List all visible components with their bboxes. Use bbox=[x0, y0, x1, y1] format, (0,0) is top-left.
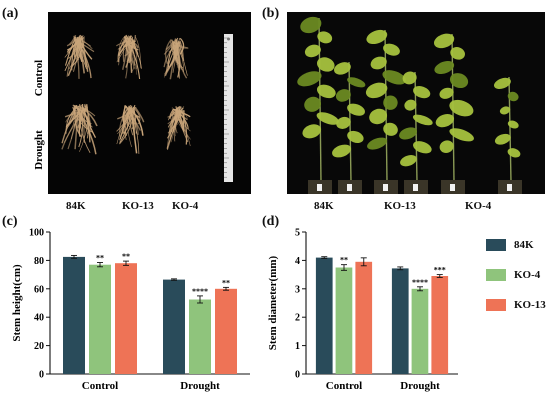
panel-a-letter: (a) bbox=[2, 6, 19, 21]
pot-tag bbox=[450, 184, 455, 191]
root-clump bbox=[166, 105, 191, 150]
significance-mark: **** bbox=[412, 278, 428, 287]
bar-ko-13-control bbox=[355, 261, 373, 374]
y-tick-label: 20 bbox=[34, 341, 44, 352]
panel-b-letter: (b) bbox=[262, 6, 280, 21]
root-photo bbox=[48, 12, 251, 194]
pot-tag bbox=[317, 184, 322, 191]
bar-ko-13-drought bbox=[215, 288, 237, 374]
root-clump bbox=[116, 104, 145, 154]
photo-background bbox=[48, 12, 251, 194]
y-axis-label: Stem diameter(mm) bbox=[267, 255, 279, 350]
caption-b-84k: 84K bbox=[314, 200, 334, 212]
caption-b-ko13: KO-13 bbox=[384, 200, 416, 212]
ruler bbox=[224, 34, 233, 182]
seedling bbox=[297, 16, 339, 194]
legend-entry: KO-4 bbox=[486, 266, 550, 284]
y-tick-label: 0 bbox=[39, 370, 44, 381]
bar-84k-control bbox=[315, 257, 333, 374]
caption-a-ko4: KO-4 bbox=[172, 200, 199, 212]
root-photo-illustration bbox=[48, 12, 251, 194]
y-tick-label: 1 bbox=[295, 341, 300, 352]
y-tick-label: 40 bbox=[34, 313, 44, 324]
row-label-control: Control bbox=[33, 60, 45, 96]
legend-swatch bbox=[486, 299, 506, 311]
legend-label: 84K bbox=[514, 239, 534, 251]
caption-a-ko13: KO-13 bbox=[122, 200, 154, 212]
panel-c-letter: (c) bbox=[2, 214, 18, 229]
y-tick-label: 3 bbox=[295, 284, 300, 295]
bar-ko-4-drought bbox=[411, 288, 429, 374]
caption-b-ko4: KO-4 bbox=[465, 200, 492, 212]
legend-entry: 84K bbox=[486, 236, 550, 254]
category-label-drought: Drought bbox=[400, 380, 440, 392]
seedling-photo bbox=[287, 12, 545, 194]
pot-tag bbox=[347, 184, 352, 191]
seedling bbox=[433, 33, 474, 194]
legend-label: KO-4 bbox=[514, 269, 541, 281]
y-axis-label: Stem height(cm) bbox=[11, 264, 23, 342]
y-tick-label: 0 bbox=[295, 370, 300, 381]
caption-a-84k: 84K bbox=[66, 200, 86, 212]
y-tick-label: 4 bbox=[295, 256, 300, 267]
bar-ko-13-control bbox=[115, 263, 137, 374]
seedling bbox=[332, 61, 366, 194]
y-tick-label: 5 bbox=[295, 228, 300, 239]
legend-swatch bbox=[486, 239, 506, 251]
bar-ko-4-control bbox=[335, 267, 353, 374]
category-label-control: Control bbox=[82, 380, 118, 392]
bar-ko-4-drought bbox=[189, 299, 211, 374]
pot-tag bbox=[413, 184, 418, 191]
legend-swatch bbox=[486, 269, 506, 281]
y-tick-label: 80 bbox=[34, 256, 44, 267]
legend: 84K KO-4 KO-13 bbox=[486, 236, 550, 326]
seedling bbox=[493, 76, 522, 194]
significance-mark: ** bbox=[96, 254, 104, 263]
bar-ko-13-drought bbox=[431, 276, 449, 374]
pot-tag bbox=[383, 184, 388, 191]
significance-mark: ** bbox=[340, 256, 348, 265]
significance-mark: **** bbox=[192, 287, 208, 296]
y-tick-label: 60 bbox=[34, 284, 44, 295]
bar-84k-drought bbox=[391, 268, 409, 374]
bar-ko-4-control bbox=[89, 264, 111, 374]
significance-mark: ** bbox=[222, 278, 230, 287]
legend-label: KO-13 bbox=[514, 299, 546, 311]
seedling-photo-illustration bbox=[287, 12, 545, 194]
significance-mark: *** bbox=[434, 266, 446, 275]
panel-d-letter: (d) bbox=[262, 214, 280, 229]
seedling bbox=[399, 71, 433, 194]
category-label-control: Control bbox=[326, 380, 362, 392]
pot-tag bbox=[507, 184, 512, 191]
root-clump bbox=[64, 34, 95, 79]
root-clump bbox=[61, 103, 98, 155]
category-label-drought: Drought bbox=[180, 380, 220, 392]
bar-84k-control bbox=[63, 256, 85, 374]
root-clump bbox=[163, 37, 189, 80]
row-label-drought: Drought bbox=[33, 130, 45, 170]
legend-entry: KO-13 bbox=[486, 296, 550, 314]
y-tick-label: 2 bbox=[295, 313, 300, 324]
bar-84k-drought bbox=[163, 279, 185, 374]
seedling bbox=[365, 29, 406, 194]
significance-mark: ** bbox=[122, 252, 130, 261]
y-tick-label: 100 bbox=[29, 228, 44, 239]
root-clump bbox=[115, 34, 142, 80]
